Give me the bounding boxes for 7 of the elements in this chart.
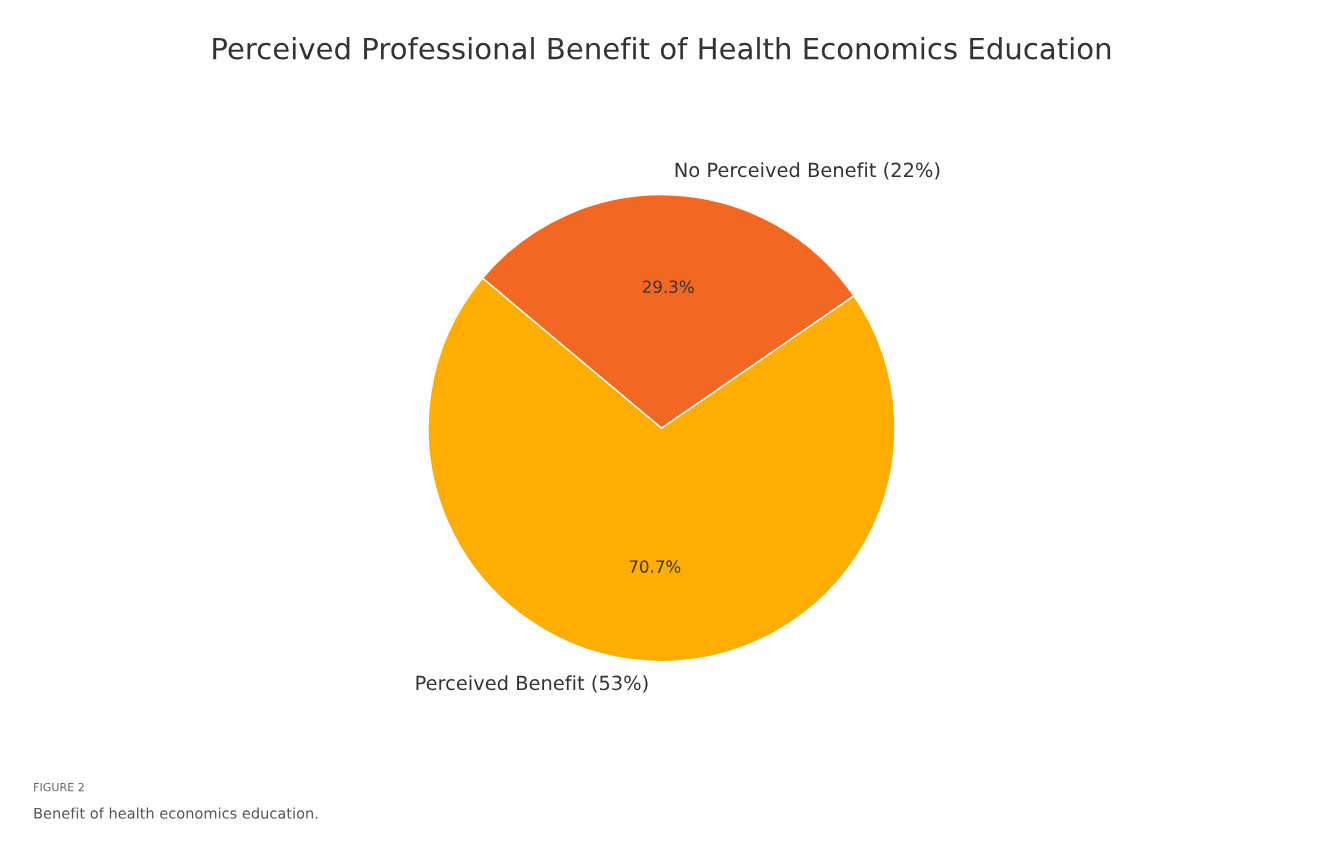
chart-title: Perceived Professional Benefit of Health Economics Education [213,37,1111,60]
slice-label: No Perceived Benefit (22%) [675,162,940,180]
text: Benefit of health economics education. [34,807,318,819]
data-label: 70.7% [629,560,681,573]
caption: FIGURE 2 [34,782,84,792]
slice-label: Perceived Benefit (53%) [416,675,648,693]
data-label: 29.3% [642,280,694,294]
